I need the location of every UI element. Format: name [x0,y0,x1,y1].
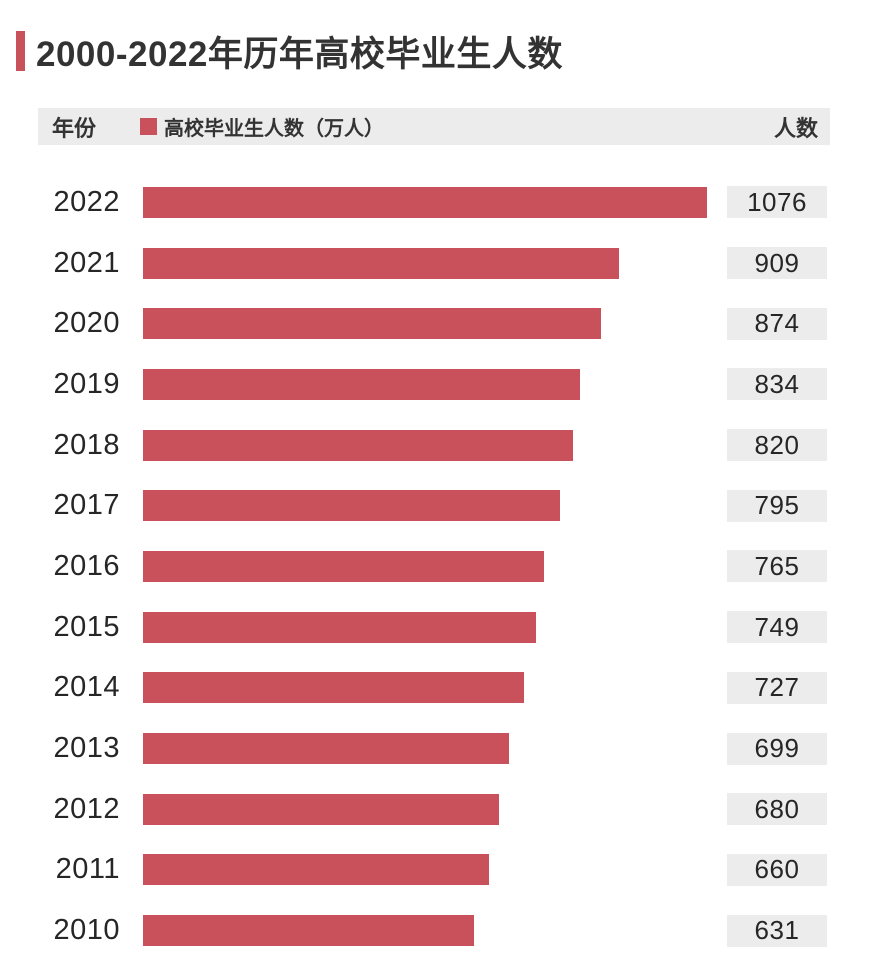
bar [143,490,560,522]
chart-row: 2016 765 [0,536,876,597]
bar-track [143,490,707,522]
chart-row: 2018 820 [0,415,876,476]
value-badge: 727 [727,671,827,704]
value-badge: 660 [727,853,827,886]
bar [143,186,707,218]
bar [143,854,489,886]
page-header: 2000-2022年历年高校毕业生人数 [16,28,876,74]
value-badge: 765 [727,550,827,583]
year-label: 2020 [53,307,120,340]
value-badge: 909 [727,247,827,280]
bar [143,793,500,825]
bar [143,672,525,704]
chart-row: 2017 795 [0,475,876,536]
year-label: 2016 [53,549,120,582]
year-label: 2018 [53,428,120,461]
bar-track [143,672,707,704]
chart-row: 2019 834 [0,354,876,415]
value-badge: 874 [727,307,827,340]
bar [143,308,602,340]
bar [143,611,536,643]
chart-row: 2022 1076 [0,172,876,233]
table-header: 年份 高校毕业生人数（万人） 人数 [38,108,830,145]
bar [143,368,581,400]
bar [143,733,510,765]
chart-row: 2014 727 [0,658,876,719]
value-badge: 820 [727,429,827,462]
bar-track [143,186,707,218]
bar-track [143,308,707,340]
chart-rows: 2022 1076 2021 909 2020 874 2019 834 201… [0,172,876,961]
chart-row: 2011 660 [0,840,876,901]
bar [143,247,620,279]
chart-row: 2012 680 [0,779,876,840]
bar [143,429,573,461]
chart-row: 2013 699 [0,718,876,779]
bar [143,550,544,582]
bar-track [143,368,707,400]
bar-track [143,429,707,461]
page-title: 2000-2022年历年高校毕业生人数 [36,34,563,74]
year-label: 2011 [55,853,120,886]
year-label: 2014 [53,671,120,704]
chart-row: 2015 749 [0,597,876,658]
value-badge: 795 [727,489,827,522]
bar-track [143,854,707,886]
bar-track [143,550,707,582]
year-label: 2012 [53,792,120,825]
chart-row: 2021 909 [0,233,876,294]
bar-track [143,915,707,947]
value-badge: 699 [727,732,827,765]
year-label: 2013 [53,732,120,765]
bar-track [143,733,707,765]
year-label: 2022 [53,185,120,218]
value-badge: 680 [727,793,827,826]
bar-track [143,793,707,825]
year-label: 2010 [53,914,120,947]
bar-track [143,611,707,643]
chart-row: 2020 874 [0,293,876,354]
year-label: 2019 [53,367,120,400]
year-label: 2017 [53,489,120,522]
column-header-count: 人数 [773,115,818,141]
column-header-year: 年份 [52,115,97,141]
year-label: 2015 [53,610,120,643]
year-label: 2021 [53,246,120,279]
value-badge: 1076 [727,186,827,219]
value-badge: 631 [727,914,827,947]
legend-label: 高校毕业生人数（万人） [164,118,385,140]
value-badge: 749 [727,611,827,644]
value-badge: 834 [727,368,827,401]
title-accent-bar [16,31,25,71]
bar-track [143,247,707,279]
legend-swatch-icon [140,118,158,135]
chart-row: 2010 631 [0,900,876,961]
bar [143,915,474,947]
